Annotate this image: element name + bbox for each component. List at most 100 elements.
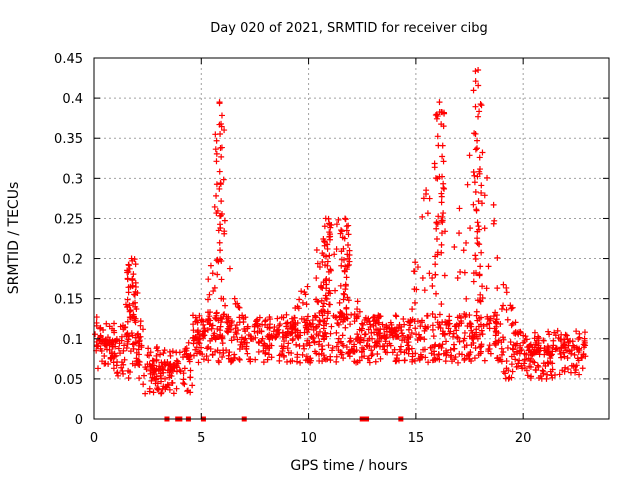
data-point — [299, 351, 306, 358]
data-point — [150, 369, 157, 376]
data-point — [573, 362, 580, 369]
data-point — [320, 322, 327, 329]
data-point — [206, 313, 213, 320]
data-point — [336, 299, 343, 306]
data-point — [308, 323, 315, 330]
data-point — [304, 356, 311, 363]
data-point — [316, 317, 323, 324]
data-point — [461, 310, 468, 317]
data-point — [326, 287, 333, 294]
data-point — [484, 313, 491, 320]
data-point — [431, 351, 438, 358]
data-point — [129, 276, 136, 283]
data-point — [281, 353, 288, 360]
data-point — [504, 316, 511, 323]
data-point — [313, 246, 320, 253]
data-point — [330, 312, 337, 319]
data-point — [472, 68, 479, 75]
data-point — [399, 337, 406, 344]
data-point — [289, 337, 296, 344]
data-point — [421, 327, 428, 334]
data-point — [192, 346, 199, 353]
data-point — [345, 222, 352, 229]
data-point — [143, 366, 150, 373]
data-point — [173, 364, 180, 371]
data-point — [166, 348, 173, 355]
data-point — [417, 351, 424, 358]
data-point — [314, 260, 321, 267]
data-point — [438, 199, 445, 206]
data-point — [477, 263, 484, 270]
data-point — [471, 130, 478, 137]
data-point — [451, 243, 458, 250]
data-point — [130, 300, 137, 307]
data-point — [498, 345, 505, 352]
data-point — [425, 359, 432, 366]
data-point — [213, 316, 220, 323]
data-point — [115, 345, 122, 352]
data-point — [417, 335, 424, 342]
data-point — [327, 290, 334, 297]
data-point — [507, 339, 514, 346]
data-point — [485, 263, 492, 270]
data-point — [359, 344, 366, 351]
data-point — [214, 325, 221, 332]
data-point — [124, 303, 131, 310]
data-point — [382, 335, 389, 342]
data-point — [322, 215, 329, 222]
data-point — [200, 356, 207, 363]
data-point — [266, 314, 273, 321]
data-point — [196, 312, 203, 319]
data-point — [508, 361, 515, 368]
data-point — [372, 358, 379, 365]
data-point — [431, 343, 438, 350]
data-point — [478, 249, 485, 256]
data-point — [316, 264, 323, 271]
data-point — [343, 344, 350, 351]
data-point — [165, 382, 172, 389]
data-point — [408, 330, 415, 337]
data-point — [132, 303, 139, 310]
data-point — [124, 296, 131, 303]
data-point — [357, 334, 364, 341]
data-point — [145, 345, 152, 352]
data-point — [140, 381, 147, 388]
data-point — [341, 235, 348, 242]
data-point — [185, 339, 192, 346]
data-point — [311, 312, 318, 319]
data-point — [325, 342, 332, 349]
y-tick-label: 0.25 — [54, 212, 83, 227]
data-point — [453, 327, 460, 334]
data-point — [346, 338, 353, 345]
data-point — [503, 284, 510, 291]
data-point — [474, 228, 481, 235]
data-point — [478, 341, 485, 348]
data-point — [323, 296, 330, 303]
data-point — [521, 356, 528, 363]
data-point — [337, 338, 344, 345]
data-point — [342, 324, 349, 331]
data-point — [266, 324, 273, 331]
data-point — [216, 168, 223, 175]
data-point — [111, 320, 118, 327]
data-point — [260, 347, 267, 354]
data-point — [269, 334, 276, 341]
data-point — [471, 172, 478, 179]
data-point — [432, 356, 439, 363]
data-point — [551, 329, 558, 336]
data-point — [120, 370, 127, 377]
data-point — [472, 345, 479, 352]
data-point — [370, 322, 377, 329]
data-point — [540, 337, 547, 344]
data-point — [433, 219, 440, 226]
data-point — [433, 225, 440, 232]
data-point — [426, 270, 433, 277]
data-point — [493, 319, 500, 326]
data-point — [517, 328, 524, 335]
data-point — [278, 351, 285, 358]
data-point — [466, 312, 473, 319]
data-point — [136, 361, 143, 368]
data-point — [319, 258, 326, 265]
data-point — [370, 314, 377, 321]
data-point — [217, 323, 224, 330]
